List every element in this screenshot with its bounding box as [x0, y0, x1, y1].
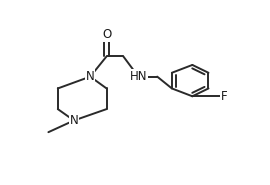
Text: O: O [102, 28, 111, 41]
Text: N: N [86, 70, 94, 83]
Text: N: N [70, 114, 78, 127]
Text: HN: HN [130, 70, 147, 83]
Text: F: F [221, 90, 228, 103]
